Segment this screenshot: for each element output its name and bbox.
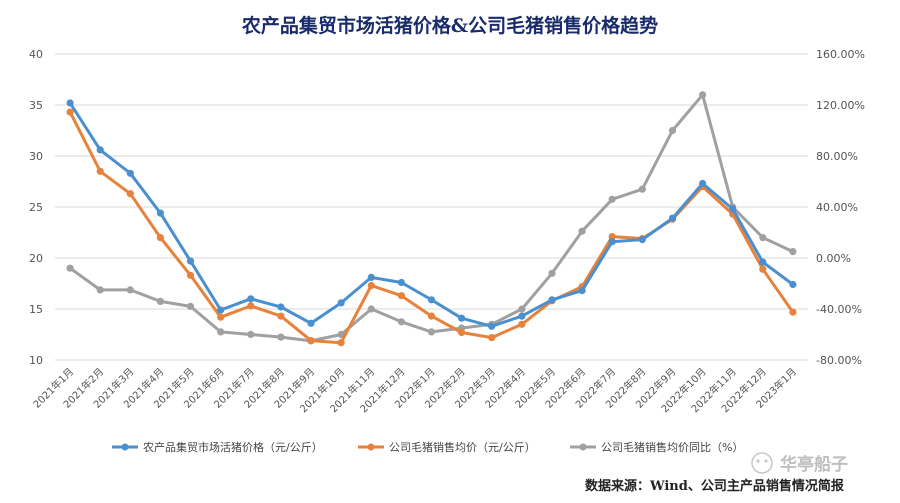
series-point-0 (668, 214, 677, 222)
legend: 农产品集贸市场活猪价格（元/公斤） 公司毛猪销售均价（元/公斤） 公司毛猪销售均… (112, 440, 743, 454)
y-right-tick-label: -40.00% (816, 303, 862, 316)
series-point-0 (488, 322, 496, 330)
series-point-2 (156, 297, 164, 305)
legend-item-yoy: 公司毛猪销售均价同比（%） (570, 440, 743, 454)
series-point-2 (638, 185, 646, 193)
series-point-0 (307, 319, 315, 327)
series-point-0 (699, 179, 707, 188)
series-point-0 (518, 312, 526, 320)
series-point-0 (729, 205, 737, 213)
series-point-2 (277, 333, 285, 341)
y-left-tick-label: 30 (29, 150, 43, 163)
y-left-tick-label: 15 (29, 303, 43, 316)
x-axis: 2021年1月2021年2月2021年3月2021年4月2021年5月2021年… (30, 365, 799, 415)
series-point-2 (518, 305, 526, 313)
y-right-tick-label: -80.00% (816, 354, 862, 367)
series-point-0 (126, 169, 134, 177)
series-point-0 (96, 146, 104, 154)
series-point-2 (247, 330, 255, 339)
series-point-0 (367, 273, 375, 281)
legend-label-yoy: 公司毛猪销售均价同比（%） (601, 440, 743, 454)
series-point-1 (608, 233, 616, 241)
series-point-2 (186, 302, 195, 310)
series-line-0 (68, 102, 794, 328)
series-point-2 (668, 126, 677, 135)
series-point-0 (759, 258, 767, 266)
series-point-0 (608, 238, 616, 246)
series-point-0 (638, 236, 646, 244)
series-point-1 (759, 265, 767, 273)
series-point-1 (518, 320, 526, 328)
series-point-0 (156, 209, 164, 217)
series-point-2 (578, 227, 586, 235)
legend-label-company-price: 公司毛猪销售均价（元/公斤） (389, 440, 536, 454)
series-point-2 (66, 264, 74, 272)
y-right-tick-label: 160.00% (816, 48, 865, 61)
series-point-1 (96, 167, 104, 175)
series-point-0 (548, 296, 556, 304)
series-point-1 (277, 312, 285, 320)
series-point-0 (186, 257, 195, 265)
series-line-1 (68, 111, 795, 345)
series-point-1 (307, 337, 315, 345)
y-left-tick-label: 25 (29, 201, 43, 214)
y-right-tick-label: 40.00% (816, 201, 858, 214)
legend-item-company-price: 公司毛猪销售均价（元/公斤） (358, 440, 536, 454)
y-right-tick-label: 0.00% (816, 252, 851, 265)
series-point-1 (458, 328, 466, 337)
series-point-1 (789, 308, 797, 316)
series-point-1 (66, 108, 74, 116)
series-point-1 (488, 334, 496, 342)
series-point-1 (247, 302, 255, 310)
series-point-1 (427, 312, 436, 320)
y-right-tick-label: 80.00% (816, 150, 858, 163)
series-layer (66, 91, 797, 347)
legend-label-market-price: 农产品集贸市场活猪价格（元/公斤） (143, 440, 323, 454)
series-point-1 (397, 292, 405, 300)
chart-title: 农产品集贸市场活猪价格&公司毛猪销售价格趋势 (241, 14, 658, 37)
y-left-tick-label: 20 (29, 252, 43, 265)
series-point-2 (126, 286, 134, 294)
series-point-0 (217, 306, 225, 314)
y-left-tick-label: 10 (29, 354, 43, 367)
series-point-2 (789, 248, 797, 256)
series-point-2 (397, 318, 405, 326)
series-point-2 (427, 328, 436, 336)
series-point-0 (277, 303, 285, 311)
legend-item-market-price: 农产品集贸市场活猪价格（元/公斤） (112, 440, 323, 454)
series-point-2 (548, 269, 556, 277)
series-point-0 (458, 314, 466, 322)
right-axis: -80.00% -40.00% 0.00% 40.00% 80.00% 120.00% 16… (816, 48, 865, 367)
series-point-1 (217, 313, 225, 321)
series-point-1 (156, 234, 164, 242)
series-point-0 (427, 296, 436, 304)
series-point-1 (186, 271, 195, 279)
left-axis: 10 15 20 25 30 35 40 (29, 48, 43, 367)
source-text: 数据来源：Wind、公司主产品销售情况简报 (585, 478, 845, 494)
series-point-0 (247, 295, 255, 303)
series-point-0 (66, 99, 74, 107)
series-point-1 (367, 281, 375, 290)
grid-lines (55, 53, 808, 361)
series-point-0 (337, 299, 345, 307)
series-point-2 (96, 286, 104, 294)
series-point-2 (699, 91, 707, 99)
series-point-0 (397, 278, 405, 287)
series-point-0 (578, 287, 586, 295)
watermark: 华亭船子 (751, 452, 848, 475)
series-point-2 (217, 328, 225, 336)
y-left-tick-label: 35 (29, 99, 43, 112)
series-point-2 (608, 195, 616, 203)
series-point-1 (126, 190, 134, 198)
series-point-1 (337, 339, 345, 347)
y-right-tick-label: 120.00% (816, 99, 865, 112)
series-point-2 (367, 305, 375, 313)
watermark-text: 华亭船子 (780, 454, 848, 475)
series-point-2 (759, 234, 767, 242)
y-left-tick-label: 40 (29, 48, 43, 61)
series-line-2 (69, 93, 794, 343)
series-point-0 (789, 280, 797, 289)
